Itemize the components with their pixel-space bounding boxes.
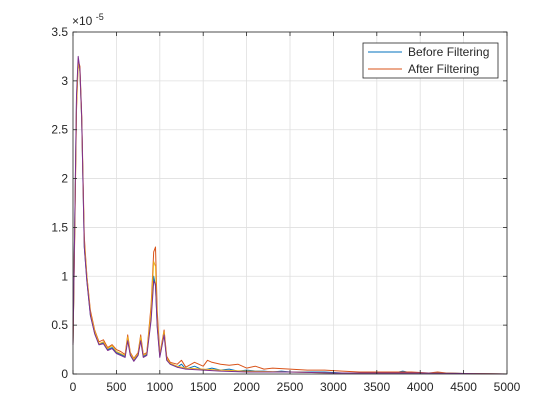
series-line-4: [72, 55, 508, 375]
y-tick-label: 1.5: [51, 220, 68, 234]
y-tick-label: 3.5: [51, 25, 68, 39]
x-tick-label: 0: [70, 380, 77, 394]
series-group: [72, 55, 508, 375]
x-tick-label: 2000: [233, 380, 260, 394]
legend-label-after: After Filtering: [408, 62, 479, 76]
x-tick-label: 4500: [450, 380, 477, 394]
y-tick-label: 0.5: [51, 318, 68, 332]
x-tick-labels: 0 500 1000 1500 2000 2500 3000 3500 4000 4500 5000: [70, 380, 521, 394]
y-tick-labels: 0 0.5 1 1.5 2 2.5 3 3.5: [51, 25, 68, 381]
ticks: [72, 31, 508, 375]
y-tick-label: 0: [61, 367, 68, 381]
y-exponent-label: ×10 -5: [72, 12, 104, 28]
x-tick-label: 3500: [363, 380, 390, 394]
x-tick-label: 1500: [190, 380, 217, 394]
series-line-2: [72, 60, 508, 375]
x-tick-label: 4000: [407, 380, 434, 394]
x-tick-label: 3000: [320, 380, 347, 394]
x-tick-label: 1000: [146, 380, 173, 394]
y-tick-label: 2.5: [51, 123, 68, 137]
x-tick-label: 2500: [277, 380, 304, 394]
y-tick-label: 2: [61, 172, 68, 186]
y-tick-label: 1: [61, 269, 68, 283]
legend: Before Filtering After Filtering: [362, 42, 499, 79]
x-tick-label: 5000: [494, 380, 521, 394]
y-exponent-base: ×10: [72, 14, 93, 28]
legend-label-before: Before Filtering: [408, 45, 489, 59]
y-exponent-power: -5: [96, 12, 104, 22]
y-tick-label: 3: [61, 74, 68, 88]
x-tick-label: 500: [106, 380, 126, 394]
legend-box: [362, 42, 499, 79]
